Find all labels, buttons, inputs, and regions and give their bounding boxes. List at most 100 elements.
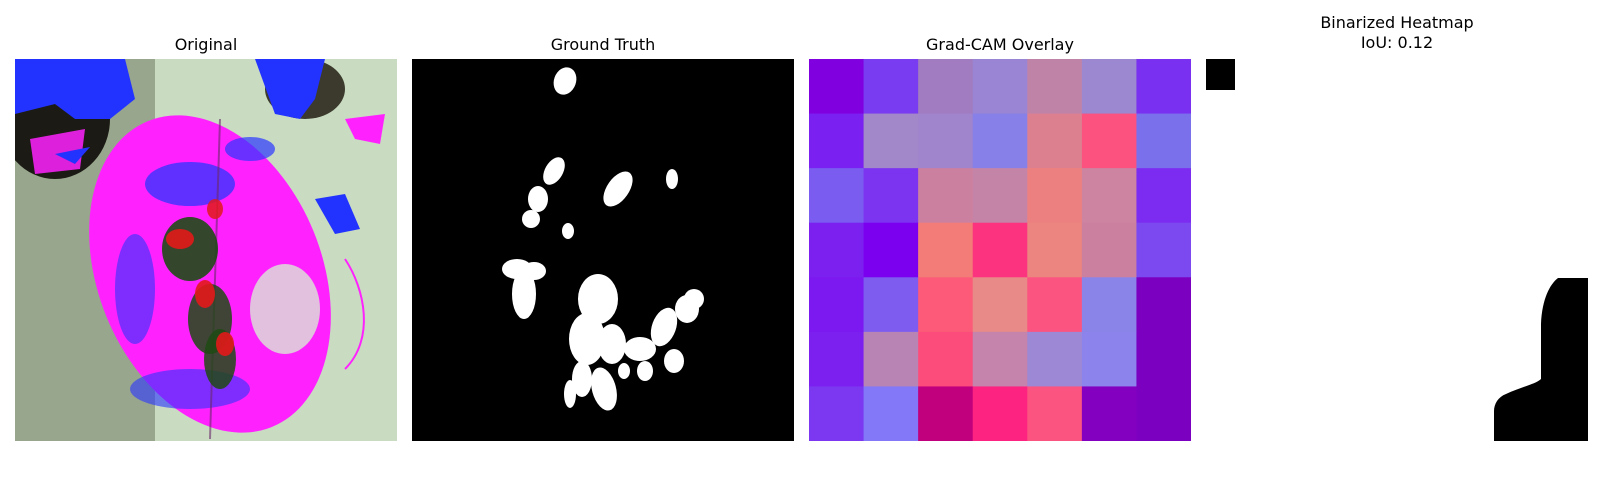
- leaf-body: [89, 115, 331, 433]
- heatmap-cell: [1081, 277, 1137, 333]
- heatmap-cell: [1027, 386, 1083, 441]
- heatmap-cell: [1081, 386, 1137, 441]
- heatmap-cell: [1081, 168, 1137, 224]
- heatmap-cell: [809, 113, 865, 169]
- magenta-fleck-right: [345, 114, 385, 144]
- heatmap-cell: [863, 113, 919, 169]
- heatmap-cell: [972, 277, 1028, 333]
- mask-blob: [664, 349, 684, 373]
- original-title: Original: [174, 35, 238, 54]
- heatmap-cell: [972, 386, 1028, 441]
- binarized-block-top-left: [1206, 59, 1235, 90]
- mask-blob: [637, 361, 653, 381]
- binarized-heatmap: [1206, 59, 1588, 441]
- mask-blob: [562, 223, 574, 239]
- binarized-block-bottom-right: [1494, 278, 1588, 441]
- heatmap-cell: [918, 59, 974, 115]
- gradcam-canvas: [809, 59, 1191, 441]
- heatmap-cell: [809, 277, 865, 333]
- heatmap-cell: [863, 386, 919, 441]
- spot-dark-1: [162, 217, 218, 281]
- mask-blob: [618, 363, 630, 379]
- spot-red-3: [216, 332, 234, 356]
- mask-foreground: [502, 67, 704, 411]
- heatmap-cell: [1136, 386, 1191, 441]
- heatmap-cell: [809, 331, 865, 387]
- mask-blob: [522, 210, 540, 228]
- mask-blob: [598, 324, 626, 364]
- heatmap-cell: [863, 277, 919, 333]
- heatmap-cell: [1027, 222, 1083, 278]
- mask-blob: [512, 269, 536, 319]
- blue-region-top-left: [15, 59, 135, 119]
- leaf-blue-patch-3: [115, 234, 155, 344]
- mask-blob: [569, 313, 605, 365]
- vein-right: [344, 258, 365, 370]
- mask-blob: [684, 289, 704, 309]
- original-image-canvas: [15, 59, 397, 441]
- leaf-pale-patch: [250, 264, 320, 354]
- heatmap-cell: [1027, 59, 1083, 115]
- mask-blob: [624, 337, 656, 361]
- heatmap-cell: [809, 222, 865, 278]
- mask-blob: [666, 169, 678, 189]
- blue-region-top: [255, 59, 325, 119]
- heatmap-cell: [1081, 59, 1137, 115]
- heatmap-cell: [1081, 222, 1137, 278]
- heatmap-cell: [1027, 113, 1083, 169]
- heatmap-cell: [918, 386, 974, 441]
- mask-blob: [553, 67, 577, 95]
- ground-truth-title: Ground Truth: [550, 35, 656, 54]
- leaf-midrib: [209, 118, 221, 440]
- blue-fleck-left: [55, 147, 90, 164]
- leaf-blue-patch-2: [225, 137, 275, 161]
- heatmap-cell: [918, 331, 974, 387]
- spot-red-2: [195, 280, 215, 308]
- heatmap-cell: [918, 113, 974, 169]
- ground-truth-mask: [412, 59, 794, 441]
- leaf-blue-patch-1: [145, 162, 235, 206]
- heatmap-cell: [972, 331, 1028, 387]
- mask-blob: [591, 367, 617, 411]
- heatmap-cell: [1136, 59, 1191, 115]
- magenta-fleck-left: [30, 129, 85, 174]
- binarized-background: [1206, 59, 1588, 441]
- binarized-title: Binarized Heatmap IoU: 0.12: [1320, 13, 1474, 52]
- ground-truth-canvas: [412, 59, 794, 441]
- mask-blob: [572, 361, 592, 397]
- heatmap-cell: [1136, 113, 1191, 169]
- heatmap-cell: [1027, 277, 1083, 333]
- heatmap-cell: [863, 331, 919, 387]
- heatmap-cell: [972, 222, 1028, 278]
- mask-blob: [543, 157, 565, 185]
- binarized-canvas: [1206, 59, 1588, 441]
- mask-blob: [603, 171, 633, 207]
- heatmap-cell: [1136, 277, 1191, 333]
- heatmap-cell: [1081, 113, 1137, 169]
- spot-red-4: [207, 199, 223, 219]
- heatmap-cell: [1136, 222, 1191, 278]
- mask-blob: [578, 274, 618, 324]
- heatmap-cell: [1027, 168, 1083, 224]
- gradcam-overlay: [809, 59, 1191, 441]
- heatmap-cell: [1136, 168, 1191, 224]
- mask-blob: [528, 186, 548, 212]
- gradcam-title: Grad-CAM Overlay: [926, 35, 1074, 54]
- heatmap-cell: [863, 222, 919, 278]
- heatmap-cell: [809, 59, 865, 115]
- heatmap-cell: [972, 59, 1028, 115]
- mask-blob: [564, 380, 576, 408]
- original-image: [15, 59, 397, 441]
- heatmap-cell: [1136, 331, 1191, 387]
- heatmap-cell: [918, 277, 974, 333]
- blue-stem: [315, 194, 360, 234]
- heatmap-cell: [918, 168, 974, 224]
- heatmap-cell: [809, 168, 865, 224]
- heatmap-cell: [863, 59, 919, 115]
- spot-red-1: [166, 229, 194, 249]
- heatmap-cell: [918, 222, 974, 278]
- mask-blob: [650, 307, 678, 347]
- heatmap-cell: [809, 386, 865, 441]
- heatmap-cell: [972, 113, 1028, 169]
